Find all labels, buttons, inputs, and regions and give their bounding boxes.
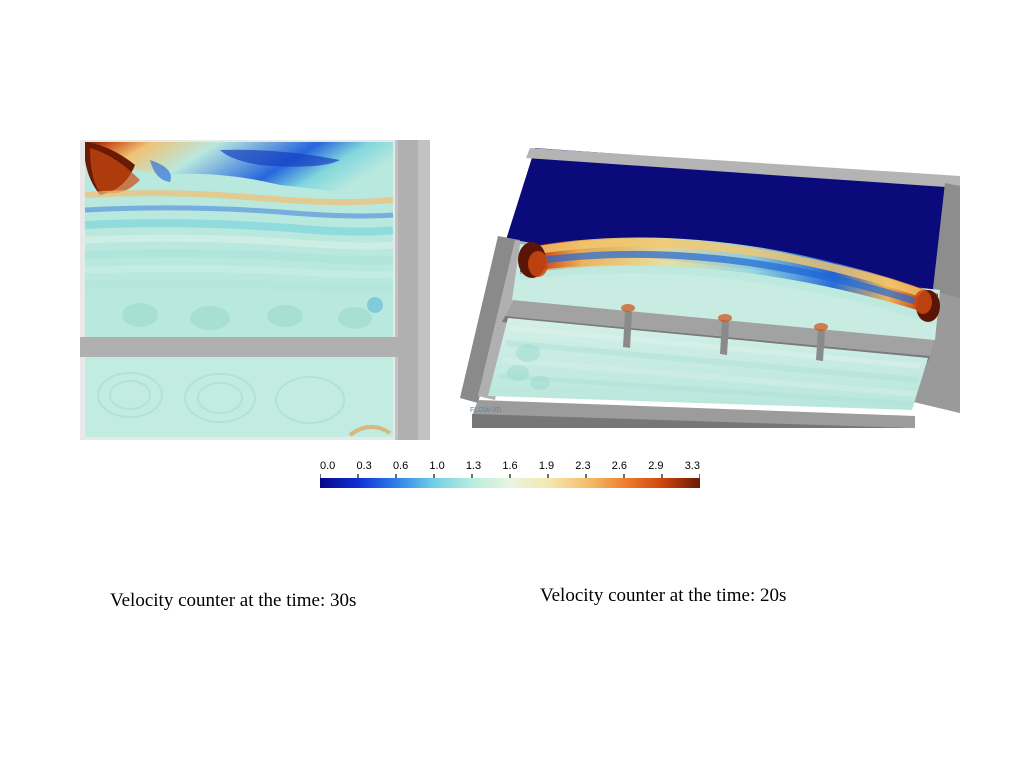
cb-val: 1.6 — [502, 460, 517, 472]
left-simulation-panel — [80, 140, 430, 440]
right-sim-svg: FLOW-3D — [460, 148, 960, 428]
right-simulation-panel: FLOW-3D — [460, 148, 960, 428]
left-sim-svg — [80, 140, 430, 440]
cb-val: 0.3 — [356, 460, 371, 472]
cb-val: 1.0 — [429, 460, 444, 472]
figure-area: FLOW-3D — [80, 140, 960, 440]
caption-left: Velocity counter at the time: 30s — [110, 590, 356, 612]
cb-val: 0.6 — [393, 460, 408, 472]
cb-val: 0.0 — [320, 460, 335, 472]
cb-val: 3.3 — [685, 460, 700, 472]
cb-val: 1.3 — [466, 460, 481, 472]
colorbar: 0.0 0.3 0.6 1.0 1.3 1.6 1.9 2.3 2.6 2.9 … — [320, 460, 700, 520]
cb-val: 1.9 — [539, 460, 554, 472]
cb-val: 2.3 — [575, 460, 590, 472]
watermark-text: FLOW-3D — [470, 407, 501, 414]
caption-right: Velocity counter at the time: 20s — [540, 585, 786, 607]
colorbar-labels: 0.0 0.3 0.6 1.0 1.3 1.6 1.9 2.3 2.6 2.9 … — [320, 460, 700, 472]
cb-val: 2.9 — [648, 460, 663, 472]
colorbar-gradient — [320, 474, 700, 488]
cb-val: 2.6 — [612, 460, 627, 472]
